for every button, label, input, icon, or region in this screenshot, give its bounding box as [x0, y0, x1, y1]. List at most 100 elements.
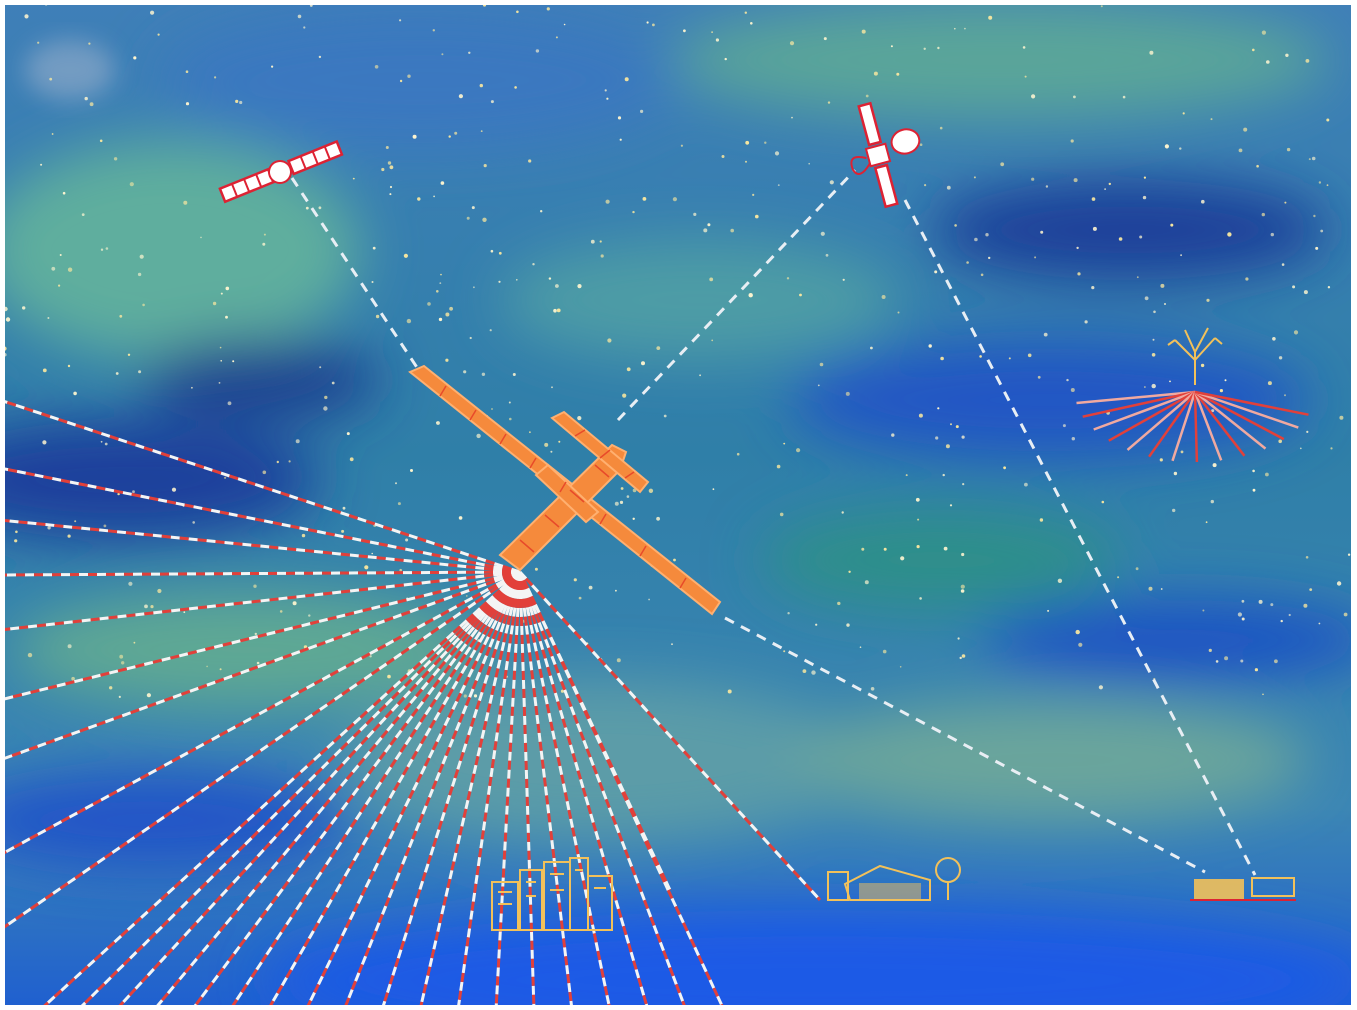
star: [491, 408, 493, 410]
star: [599, 240, 602, 243]
star: [827, 101, 831, 104]
star: [861, 29, 866, 34]
star: [837, 601, 841, 606]
signal-ray: [518, 571, 686, 1005]
star: [157, 588, 162, 594]
star: [1347, 553, 1351, 556]
star: [960, 584, 965, 589]
star: [318, 55, 322, 59]
star: [776, 464, 781, 469]
star: [1327, 286, 1331, 289]
star: [1136, 276, 1139, 279]
star: [622, 393, 627, 398]
star: [171, 487, 177, 492]
star: [846, 623, 850, 627]
star: [841, 511, 844, 514]
star: [473, 694, 478, 698]
star: [1164, 144, 1169, 149]
star: [133, 56, 137, 60]
star: [1266, 60, 1270, 64]
star: [964, 27, 966, 30]
star: [1241, 617, 1245, 621]
star: [303, 26, 306, 29]
star: [988, 15, 993, 20]
star: [1240, 659, 1244, 663]
star: [848, 570, 851, 573]
star: [115, 372, 119, 375]
star: [427, 302, 431, 306]
star: [673, 558, 676, 562]
star: [1076, 246, 1079, 250]
star: [1037, 375, 1041, 379]
star: [1172, 508, 1176, 513]
star: [535, 49, 540, 53]
star: [349, 457, 354, 462]
star: [74, 520, 77, 523]
star: [979, 355, 982, 358]
star: [119, 314, 123, 318]
star: [632, 517, 635, 520]
star: [950, 423, 952, 426]
star: [783, 442, 786, 445]
star: [466, 595, 468, 597]
star: [214, 76, 217, 79]
star: [100, 248, 104, 251]
signal-ray: [269, 571, 522, 1005]
star: [454, 131, 458, 135]
star: [954, 27, 956, 30]
field-row: [1076, 390, 1196, 405]
star: [399, 79, 403, 83]
star: [433, 195, 435, 198]
link: [290, 177, 422, 373]
star: [1272, 337, 1276, 341]
star: [139, 254, 144, 259]
star: [1101, 500, 1105, 504]
star: [940, 356, 944, 361]
star: [480, 130, 483, 133]
star: [1293, 330, 1299, 335]
star: [445, 358, 449, 362]
star: [227, 401, 232, 406]
star: [1267, 381, 1272, 386]
star: [432, 29, 435, 32]
star: [607, 338, 612, 343]
star: [1339, 415, 1344, 420]
star: [318, 206, 322, 210]
star: [748, 293, 753, 298]
star: [864, 580, 869, 585]
star: [81, 213, 85, 217]
star: [823, 37, 827, 41]
signal-fan: [5, 400, 822, 1005]
star: [254, 632, 257, 636]
star: [882, 649, 887, 654]
star: [490, 249, 494, 253]
star: [715, 38, 720, 42]
star: [127, 353, 131, 356]
star: [47, 317, 50, 319]
star: [15, 530, 18, 534]
star: [14, 539, 18, 543]
star: [295, 439, 300, 444]
star: [730, 228, 734, 233]
star: [256, 661, 260, 665]
star: [680, 144, 684, 147]
star: [309, 5, 313, 7]
field-row: [1171, 391, 1197, 462]
stars: [5, 5, 1351, 699]
star: [881, 295, 886, 299]
star: [438, 317, 443, 322]
star: [1201, 199, 1205, 204]
star: [1265, 472, 1269, 477]
star: [323, 406, 328, 411]
star: [617, 116, 622, 120]
star: [1098, 685, 1103, 690]
star: [352, 177, 355, 180]
star: [954, 224, 957, 227]
star: [550, 450, 553, 453]
star: [845, 391, 850, 396]
star: [389, 165, 394, 170]
star: [1077, 272, 1081, 276]
star: [1070, 388, 1075, 392]
star: [707, 223, 711, 227]
star: [498, 280, 501, 283]
